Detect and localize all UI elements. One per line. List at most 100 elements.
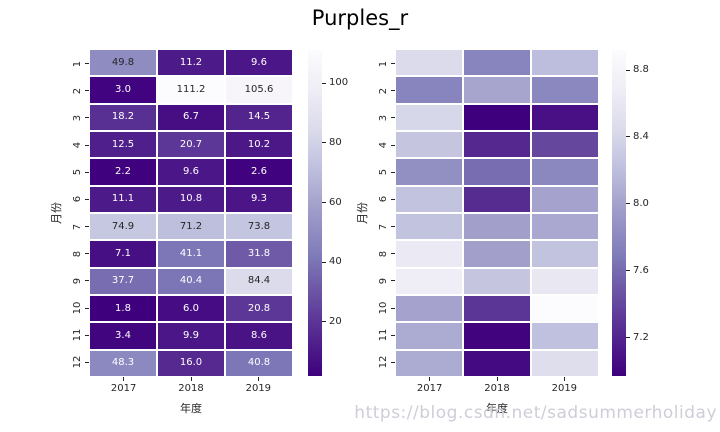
- colorbar-tick-mark: [626, 203, 630, 205]
- y-tick-label: 6: [378, 196, 389, 203]
- x-tick-label: 2019: [245, 383, 272, 394]
- colorbar-tick-mark: [626, 270, 630, 272]
- heatmap-cell: [396, 296, 462, 322]
- colorbar-tick-mark: [322, 82, 326, 84]
- x-tick-mark: [190, 377, 192, 381]
- cell-value: 12.5: [111, 138, 135, 150]
- cell-value: 3.4: [115, 329, 131, 341]
- cell-value: 11.2: [179, 56, 203, 68]
- heatmap-cell: [464, 159, 530, 185]
- cell-value: 2.2: [115, 165, 131, 177]
- y-tick-mark: [85, 307, 89, 309]
- heatmap-cell: 9.6: [158, 159, 224, 185]
- y-tick-label: 4: [378, 141, 389, 149]
- cell-value: 20.8: [247, 302, 271, 314]
- heatmap-cell: [464, 241, 530, 267]
- heatmap-cell: [464, 268, 530, 294]
- y-tick-label: 7: [378, 223, 389, 230]
- y-tick-mark: [85, 361, 89, 363]
- x-tick-mark: [123, 377, 125, 381]
- annotated-heatmap: 49.8 11.2 9.6 3.0 111.2 105.6 18.2 6.7 14.5 12.5 2…: [90, 50, 292, 376]
- y-tick-mark: [85, 226, 89, 228]
- y-tick-mark: [391, 144, 395, 146]
- heatmap-cell: 2.2: [90, 159, 156, 185]
- x-tick-label: 2018: [178, 383, 204, 394]
- heatmap-cell: [532, 350, 598, 376]
- y-tick-label: 6: [72, 196, 83, 203]
- y-tick-label: 5: [378, 169, 389, 176]
- cell-value: 73.8: [247, 220, 271, 232]
- colorbar-tick-label: 8.0: [633, 197, 649, 209]
- y-tick-mark: [391, 198, 395, 200]
- heatmap-cell: [532, 132, 598, 158]
- cell-value: 9.3: [251, 193, 267, 205]
- y-tick-mark: [85, 280, 89, 282]
- y-tick-mark: [391, 117, 395, 119]
- heatmap-cell: 37.7: [90, 268, 156, 294]
- cell-value: 49.8: [111, 56, 135, 68]
- y-tick-label: 1: [72, 60, 83, 67]
- heatmap-cell: [396, 50, 462, 76]
- y-tick-label: 5: [72, 169, 83, 176]
- heatmap-cell: 3.4: [90, 323, 156, 349]
- y-tick-label: 10: [378, 301, 389, 315]
- x-axis-label: 年度: [180, 402, 202, 415]
- heatmap-cell: [396, 186, 462, 212]
- heatmap-cell: 16.0: [158, 350, 224, 376]
- heatmap-cell: 9.6: [226, 50, 292, 76]
- colorbar-tick-mark: [322, 202, 326, 204]
- cell-value: 7.1: [115, 247, 131, 259]
- heatmap-cell: [532, 104, 598, 130]
- heatmap-cell: [532, 323, 598, 349]
- colorbar-tick-label: 8.8: [633, 64, 649, 76]
- watermark-text: https://blog.csdn.net/sadsummerholiday: [354, 403, 717, 423]
- y-tick-label: 1: [378, 60, 389, 67]
- heatmap-cell: [396, 350, 462, 376]
- heatmap-cell: [464, 296, 530, 322]
- y-tick-label: 9: [72, 277, 83, 285]
- cell-value: 9.6: [183, 165, 199, 177]
- heatmap-cell: 3.0: [90, 77, 156, 103]
- heatmap-cell: [396, 104, 462, 130]
- y-tick-label: 7: [72, 223, 83, 230]
- y-tick-mark: [391, 90, 395, 92]
- cell-value: 84.4: [247, 275, 271, 287]
- y-tick-mark: [85, 90, 89, 92]
- heatmap-cell: 71.2: [158, 214, 224, 240]
- y-tick-mark: [85, 144, 89, 146]
- heatmap-cell: 20.7: [158, 132, 224, 158]
- heatmap-cell: 20.8: [226, 296, 292, 322]
- cell-value: 40.8: [247, 357, 271, 369]
- heatmap-cell: [464, 323, 530, 349]
- cell-value: 10.2: [247, 138, 271, 150]
- heatmap-cell: 9.9: [158, 323, 224, 349]
- cell-value: 1.8: [115, 302, 131, 314]
- y-tick-mark: [85, 253, 89, 255]
- heatmap-cell: 111.2: [158, 77, 224, 103]
- cell-value: 18.2: [111, 111, 135, 123]
- y-tick-mark: [391, 63, 395, 65]
- colorbar-tick-label: 7.6: [633, 264, 649, 276]
- x-tick-mark: [257, 377, 259, 381]
- heatmap-cell: [464, 104, 530, 130]
- x-tick-mark: [496, 377, 498, 381]
- colorbar: [308, 50, 322, 376]
- colorbar-tick-label: 40: [329, 256, 342, 268]
- heatmap-cell: 48.3: [90, 350, 156, 376]
- cell-value: 9.6: [251, 56, 267, 68]
- cell-value: 71.2: [179, 220, 203, 232]
- colorbar-tick-label: 60: [329, 196, 342, 208]
- cell-value: 111.2: [176, 83, 206, 95]
- heatmap-cell: [464, 77, 530, 103]
- heatmap-cell: [396, 268, 462, 294]
- cell-value: 48.3: [111, 357, 135, 369]
- y-tick-mark: [391, 226, 395, 228]
- cell-value: 37.7: [111, 275, 135, 287]
- heatmap-cell: [396, 241, 462, 267]
- colorbar-tick-mark: [322, 142, 326, 144]
- heatmap-cell: 49.8: [90, 50, 156, 76]
- y-tick-label: 9: [378, 277, 389, 285]
- y-tick-mark: [391, 334, 395, 336]
- heatmap-cell: [464, 132, 530, 158]
- colorbar-tick-mark: [322, 261, 326, 263]
